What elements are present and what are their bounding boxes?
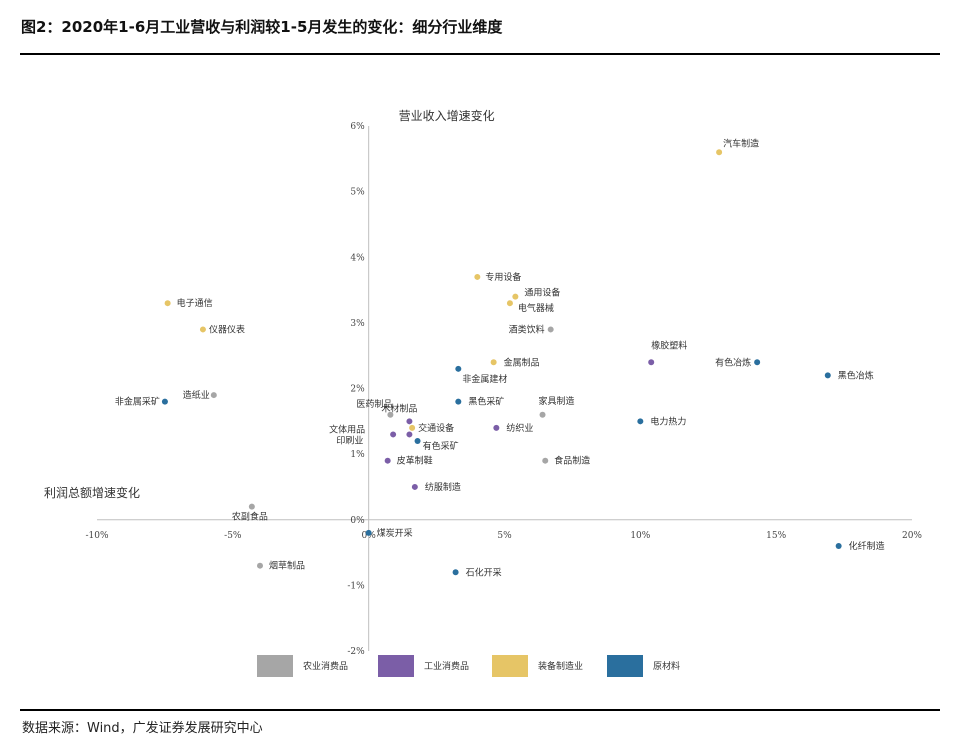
point-label: 纺织业: [506, 422, 533, 434]
data-point: [455, 365, 462, 372]
data-point: [164, 300, 171, 307]
data-point: [411, 483, 418, 490]
data-point: [365, 529, 372, 536]
top-rule: [20, 53, 940, 55]
data-point: [539, 411, 546, 418]
y-tick-label: 3%: [350, 319, 365, 329]
data-point: [716, 149, 723, 156]
data-point: [542, 457, 549, 464]
data-point: [493, 424, 500, 431]
y-tick-label: 2%: [350, 385, 365, 395]
y-tick-label: 1%: [350, 450, 365, 460]
point-label: 石化开采: [466, 566, 502, 578]
data-point: [387, 411, 394, 418]
point-label: 食品制造: [554, 455, 590, 467]
y-tick-label: -1%: [347, 581, 365, 591]
data-point: [474, 273, 481, 280]
axes: -10%-5%0%5%10%15%20%-2%-1%0%1%2%3%4%5%6%…: [44, 108, 922, 657]
point-label: 专用设备: [485, 271, 521, 283]
point-label: 交通设备: [418, 422, 454, 434]
legend-label: 农业消费品: [303, 660, 348, 672]
point-label: 有色冶炼: [715, 356, 751, 368]
data-point: [414, 438, 421, 444]
data-point: [506, 300, 513, 307]
x-tick-label: 20%: [902, 531, 922, 541]
legend-label: 装备制造业: [538, 660, 583, 672]
point-label: 橡胶塑料: [651, 339, 687, 351]
data-point: [384, 457, 391, 464]
data-point: [452, 569, 459, 576]
data-point: [406, 431, 413, 438]
point-label: 通用设备: [524, 287, 560, 299]
point-label: 有色采矿: [423, 440, 459, 452]
point-label: 酒类饮料: [509, 323, 545, 335]
data-point: [754, 359, 761, 366]
point-label: 非金属采矿: [115, 396, 160, 408]
y-tick-label: 0%: [350, 516, 365, 526]
legend-swatch: [257, 655, 293, 677]
point-label: 文体用品: [329, 423, 365, 435]
point-label: 金属制品: [504, 356, 540, 368]
point-label: 农副食品: [232, 511, 268, 523]
point-label: 煤炭开采: [377, 527, 413, 539]
x-tick-label: 5%: [497, 531, 512, 541]
figure-title: 图2：2020年1-6月工业营收与利润较1-5月发生的变化：细分行业维度: [21, 18, 503, 36]
data-point: [161, 398, 168, 405]
point-label: 非金属建材: [462, 373, 507, 385]
point-label: 化纤制造: [849, 540, 885, 552]
data-point: [248, 503, 255, 510]
x-tick-label: 15%: [766, 531, 786, 541]
y-tick-label: -2%: [347, 647, 365, 657]
point-label: 木材制品: [381, 402, 417, 414]
bottom-rule: [20, 709, 940, 711]
data-point: [648, 359, 655, 366]
point-label: 电气器械: [518, 302, 554, 314]
data-point: [547, 326, 554, 333]
point-label: 汽车制造: [723, 137, 759, 149]
data-point: [835, 543, 842, 549]
data-point: [210, 392, 217, 399]
point-label: 纺服制造: [425, 481, 461, 493]
legend-label: 原材料: [653, 660, 680, 672]
data-point: [512, 293, 519, 300]
y-tick-label: 4%: [350, 253, 365, 263]
legend-swatch: [492, 655, 528, 677]
data-point: [455, 398, 462, 405]
point-label: 烟草制品: [269, 560, 305, 572]
legend: 农业消费品 工业消费品 装备制造业 原材料: [257, 655, 680, 677]
point-label: 医药制品: [356, 398, 392, 410]
data-point: [390, 431, 397, 438]
data-source: 数据来源：Wind，广发证券发展研究中心: [22, 721, 263, 736]
legend-swatch: [607, 655, 643, 677]
point-label: 皮革制鞋: [397, 455, 433, 467]
point-label: 黑色冶炼: [838, 369, 874, 381]
x-tick-label: -10%: [85, 531, 108, 541]
point-label: 仪器仪表: [209, 323, 245, 335]
point-label: 黑色采矿: [468, 396, 504, 408]
point-label: 电力热力: [650, 415, 686, 427]
x-axis-title: 利润总额增速变化: [44, 485, 140, 500]
data-point: [637, 418, 644, 425]
point-label: 家具制造: [539, 395, 575, 407]
data-point: [406, 418, 413, 425]
y-axis-title: 营业收入增速变化: [399, 108, 495, 123]
data-point: [824, 372, 831, 379]
y-tick-label: 6%: [350, 122, 365, 132]
legend-swatch: [378, 655, 414, 677]
data-point: [409, 424, 416, 431]
legend-label: 工业消费品: [424, 660, 469, 672]
data-point: [199, 326, 206, 333]
point-label: 电子通信: [177, 297, 213, 309]
data-point: [490, 359, 497, 366]
x-tick-label: -5%: [224, 531, 242, 541]
point-label: 印刷业: [336, 434, 363, 446]
point-label: 造纸业: [183, 389, 210, 401]
x-tick-label: 10%: [630, 531, 650, 541]
y-tick-label: 5%: [350, 188, 365, 198]
data-point: [257, 562, 263, 569]
